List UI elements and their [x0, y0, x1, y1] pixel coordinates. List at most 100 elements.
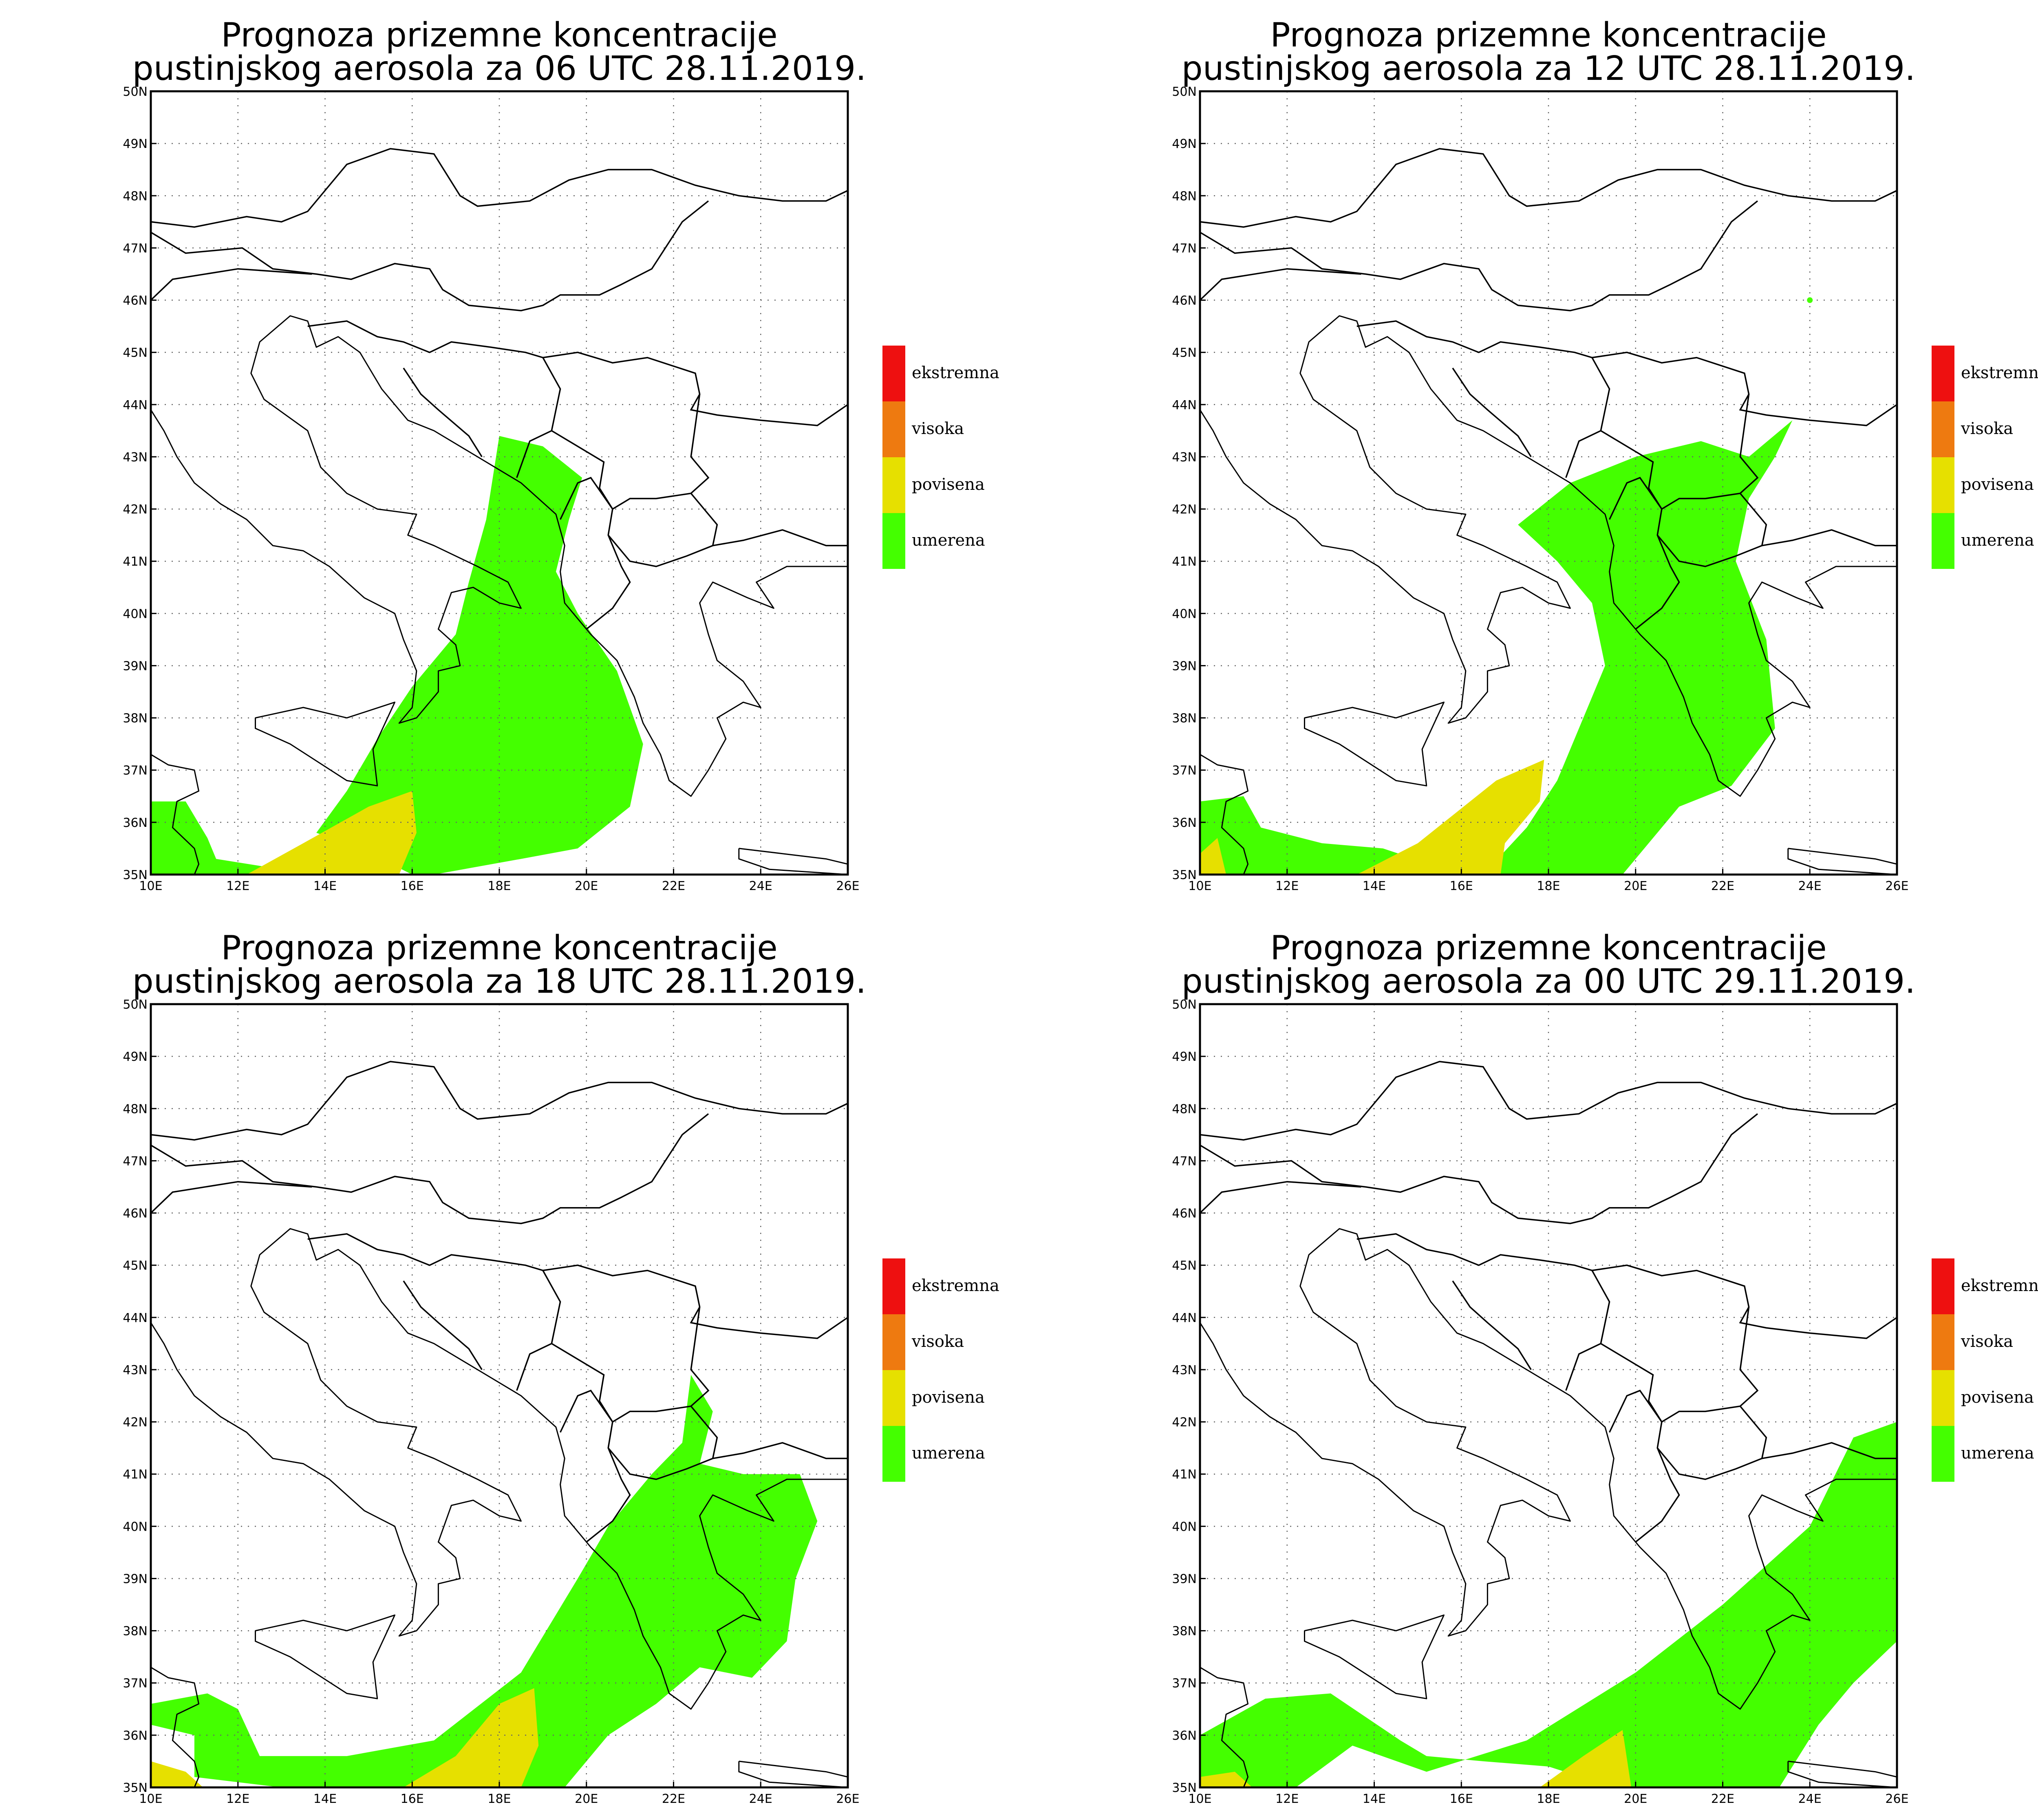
- legend-swatch-umerena: [882, 1426, 905, 1482]
- country-border: [1356, 320, 1610, 478]
- legend-swatch-umerena: [1932, 1426, 1954, 1482]
- y-tick-label: 35N: [123, 868, 148, 882]
- legend-swatch-visoka: [1932, 401, 1954, 457]
- map-area: [1200, 1004, 1897, 1787]
- y-tick-label: 49N: [1172, 1050, 1197, 1064]
- y-tick-label: 48N: [1172, 189, 1197, 203]
- coastline: [151, 315, 848, 797]
- legend-label-umerena: umerena: [1961, 1444, 2034, 1463]
- country-border: [543, 1264, 848, 1339]
- x-tick-label: 24E: [1798, 1792, 1822, 1806]
- country-border: [607, 493, 718, 567]
- x-tick-label: 12E: [226, 879, 249, 893]
- y-tick-label: 38N: [123, 1624, 148, 1639]
- coastline: [1200, 754, 1249, 875]
- x-tick-label: 20E: [1624, 879, 1647, 893]
- legend-label-ekstremna: ekstremna: [912, 1276, 999, 1295]
- x-tick-label: 14E: [313, 1792, 337, 1806]
- y-tick-label: 47N: [123, 241, 148, 256]
- legend-label-povisena: povisena: [1961, 475, 2034, 494]
- map-area: [151, 91, 848, 875]
- country-border: [403, 1280, 483, 1370]
- coastline: [151, 1667, 200, 1787]
- legend-swatch-visoka: [882, 401, 905, 457]
- y-tick-label: 40N: [123, 607, 148, 621]
- y-tick-label: 46N: [1172, 1207, 1197, 1221]
- y-tick-label: 50N: [1172, 998, 1197, 1012]
- legend: ekstremna visoka povisena umerena: [1932, 346, 2038, 569]
- x-tick-label: 16E: [1450, 879, 1473, 893]
- legend-swatch-povisena: [1932, 1370, 1954, 1426]
- panel-title-line2: pustinjskog aerosola za 12 UTC 28.11.201…: [1182, 49, 1916, 88]
- y-tick-label: 37N: [1172, 1677, 1197, 1691]
- y-tick-label: 46N: [123, 1207, 148, 1221]
- y-tick-label: 40N: [123, 1520, 148, 1534]
- panel-title-line2: pustinjskog aerosola za 00 UTC 29.11.201…: [1182, 962, 1916, 1001]
- x-tick-label: 14E: [1363, 879, 1386, 893]
- country-border: [151, 1181, 312, 1214]
- country-border: [607, 1406, 718, 1480]
- y-tick-label: 42N: [1172, 502, 1197, 517]
- y-tick-label: 35N: [1172, 1781, 1197, 1795]
- panel-title-line1: Prognoza prizemne koncentracije: [221, 16, 777, 55]
- y-tick-label: 45N: [1172, 1259, 1197, 1273]
- map-area: [151, 1004, 848, 1787]
- y-tick-label: 42N: [123, 502, 148, 517]
- x-tick-label: 18E: [487, 879, 511, 893]
- country-border: [543, 351, 848, 426]
- country-border: [1762, 529, 1897, 546]
- legend: ekstremna visoka povisena umerena: [882, 1258, 999, 1482]
- y-tick-label: 43N: [123, 450, 148, 465]
- panel-title-line2: pustinjskog aerosola za 18 UTC 28.11.201…: [132, 962, 867, 1001]
- y-tick-label: 50N: [1172, 85, 1197, 99]
- country-border: [1452, 1280, 1532, 1370]
- y-tick-label: 37N: [123, 764, 148, 778]
- country-border: [712, 1442, 848, 1459]
- coastline: [1304, 701, 1445, 787]
- y-tick-label: 48N: [123, 189, 148, 203]
- x-tick-label: 10E: [139, 879, 162, 893]
- y-tick-label: 37N: [1172, 764, 1197, 778]
- country-border: [1356, 1233, 1610, 1391]
- country-border: [1200, 148, 1897, 228]
- panel-title-line2: pustinjskog aerosola za 06 UTC 28.11.201…: [132, 49, 867, 88]
- legend-swatch-povisena: [882, 457, 905, 513]
- x-tick-label: 10E: [139, 1792, 162, 1806]
- map-panel-4: Prognoza prizemne koncentracijepustinjsk…: [1172, 929, 2038, 1806]
- coastline: [255, 701, 395, 787]
- legend-label-visoka: visoka: [1961, 1332, 2013, 1351]
- y-tick-label: 50N: [123, 85, 148, 99]
- x-tick-label: 14E: [313, 879, 337, 893]
- legend-label-visoka: visoka: [1961, 419, 2013, 438]
- y-tick-label: 43N: [123, 1363, 148, 1377]
- coastline: [1787, 1761, 1897, 1787]
- x-tick-label: 10E: [1188, 1792, 1211, 1806]
- map-panel-3: Prognoza prizemne koncentracijepustinjsk…: [123, 929, 999, 1806]
- x-tick-label: 20E: [575, 1792, 598, 1806]
- legend-label-povisena: povisena: [912, 1388, 985, 1407]
- x-tick-label: 12E: [1275, 879, 1299, 893]
- x-tick-label: 24E: [749, 879, 772, 893]
- legend-swatch-povisena: [1932, 457, 1954, 513]
- legend: ekstremna visoka povisena umerena: [882, 346, 999, 569]
- country-border: [551, 394, 710, 510]
- area-povisena: [151, 1761, 203, 1787]
- coastline: [1787, 848, 1897, 875]
- x-tick-label: 24E: [1798, 879, 1822, 893]
- y-tick-label: 46N: [123, 294, 148, 308]
- legend-swatch-umerena: [882, 513, 905, 569]
- legend-label-povisena: povisena: [912, 475, 985, 494]
- area-povisena: [403, 1688, 539, 1787]
- country-border: [1656, 1406, 1767, 1480]
- country-border: [151, 148, 848, 228]
- isolated-umerena-spot: [1807, 297, 1813, 303]
- country-border: [1200, 268, 1361, 301]
- y-tick-label: 39N: [123, 1572, 148, 1586]
- y-tick-label: 39N: [123, 659, 148, 673]
- country-border: [151, 1113, 709, 1224]
- y-tick-label: 42N: [1172, 1415, 1197, 1430]
- x-tick-label: 22E: [1711, 879, 1734, 893]
- x-tick-label: 14E: [1363, 1792, 1386, 1806]
- area-povisena: [247, 791, 417, 875]
- area-povisena: [1356, 760, 1544, 875]
